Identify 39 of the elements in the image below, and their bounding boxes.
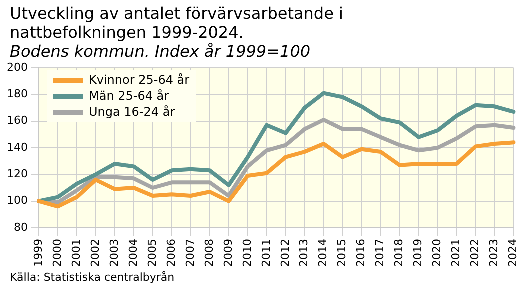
x-tick-label: 2012: [278, 239, 292, 268]
x-tick-label: 2018: [392, 239, 406, 268]
x-tick-label: 2000: [50, 239, 64, 268]
legend-label: Män 25-64 år: [88, 88, 170, 104]
x-tick-label: 2005: [146, 239, 159, 268]
y-tick-label: 180: [6, 88, 28, 101]
x-tick-label: 2009: [222, 239, 235, 268]
x-tick-label: 2002: [88, 239, 102, 268]
x-tick-label: 2013: [298, 239, 311, 268]
x-tick-label: 2015: [336, 239, 349, 268]
x-tick-label: 2017: [374, 239, 387, 268]
x-tick-label: 2007: [184, 239, 197, 268]
x-tick-label: 2014: [316, 239, 330, 268]
y-tick-label: 200: [6, 60, 28, 74]
legend-label: Unga 16-24 år: [88, 104, 176, 120]
x-tick-label: 2019: [412, 239, 425, 268]
x-tick-label: 2003: [108, 239, 121, 268]
x-tick-label: 2020: [430, 239, 444, 268]
x-tick-label: 2022: [468, 239, 482, 268]
y-tick-label: 80: [14, 220, 28, 234]
y-tick-label: 100: [6, 194, 28, 208]
x-tick-label: 2001: [70, 239, 83, 268]
chart-title: Utveckling av antalet förvärvsarbetande i nattbefolkningen 1999-2024.: [10, 4, 344, 42]
y-tick-label: 140: [6, 140, 28, 154]
y-tick-label: 120: [6, 168, 28, 181]
x-tick-label: 2024: [506, 239, 520, 268]
text: Källa: Statistiska centralbyrån: [10, 271, 175, 284]
x-tick-label: 2016: [354, 239, 368, 268]
x-tick-label: 2004: [126, 239, 140, 268]
y-tick-label: 160: [6, 114, 28, 128]
x-tick-label: 2021: [450, 239, 463, 268]
x-tick-label: 2008: [202, 239, 216, 268]
legend-label: Kvinnor 25-64 år: [88, 72, 190, 88]
x-tick-label: 1999: [32, 239, 45, 268]
chart-subtitle: Bodens kommun. Index år 1999=100: [10, 42, 312, 61]
x-tick-label: 2023: [488, 239, 501, 268]
x-tick-label: 2010: [240, 239, 254, 268]
x-tick-label: 2011: [260, 239, 273, 268]
x-tick-label: 2006: [164, 239, 178, 268]
